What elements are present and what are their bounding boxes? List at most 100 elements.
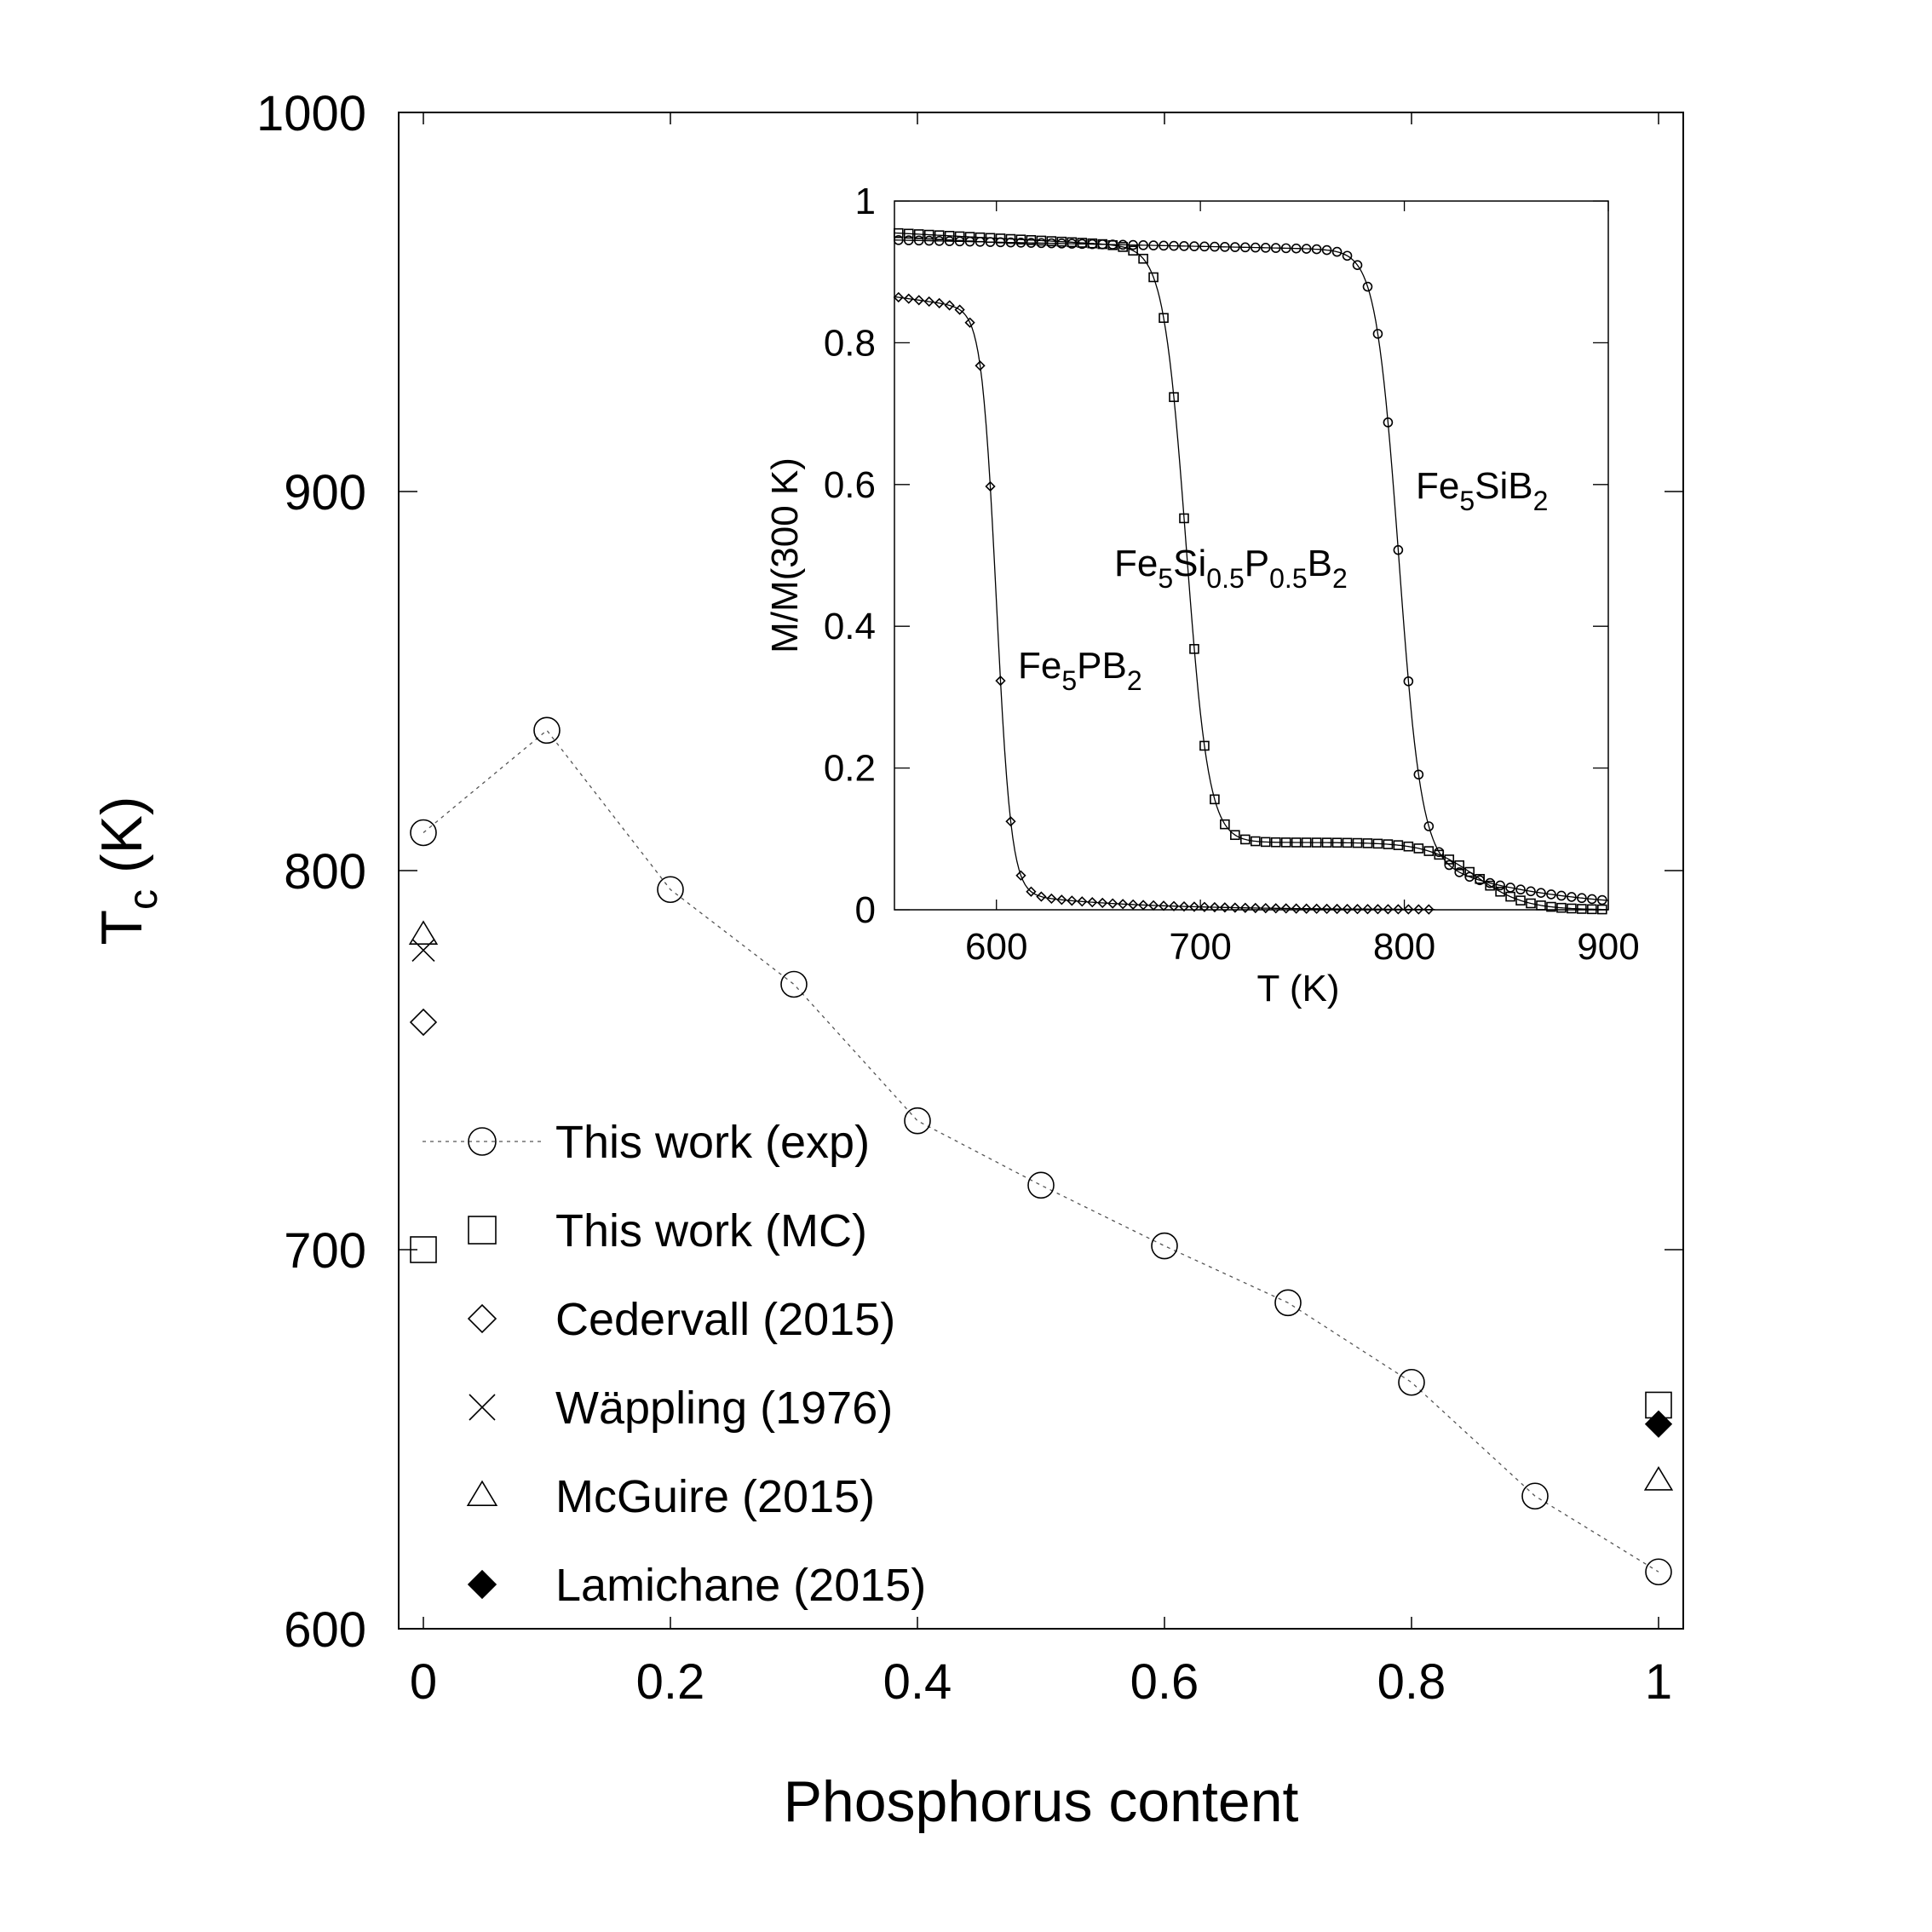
main-x-tick-label: 0.8 (1377, 1654, 1446, 1710)
inset-series (893, 227, 1609, 915)
inset-data-point (944, 231, 955, 241)
inset-data-point (1311, 244, 1322, 255)
main-x-tick-label: 0.2 (636, 1654, 705, 1710)
legend-item-lamichane-2015: Lamichane (2015) (467, 1560, 926, 1611)
inset-data-point (1342, 837, 1353, 848)
main-y-tick-label: 700 (284, 1223, 366, 1279)
inset-data-point (1097, 897, 1108, 909)
inset-data-point (913, 229, 924, 239)
inset-data-point (1393, 544, 1404, 555)
inset-data-point (893, 291, 904, 303)
data-point (410, 1236, 437, 1263)
inset-data-point (1464, 871, 1475, 883)
inset-data-point (1311, 837, 1322, 848)
data-point (1151, 1232, 1178, 1260)
inset-data-point (1352, 260, 1363, 270)
inset-data-point (903, 235, 914, 245)
inset-x-tick-label: 900 (1577, 926, 1639, 968)
inset-data-point (1577, 893, 1587, 904)
inset-data-point (1454, 867, 1465, 877)
legend-label: Lamichane (2015) (555, 1560, 926, 1611)
inset-data-point (985, 480, 996, 492)
legend-item-cedervall-2015: Cedervall (2015) (467, 1294, 895, 1345)
inset-data-point (1526, 898, 1536, 909)
legend-item-mcguire-2015: McGuire (2015) (466, 1471, 875, 1522)
inset-data-point (1015, 870, 1026, 881)
inset-y-axis-label: M/M(300 K) (764, 457, 806, 653)
inset-data-point (1250, 242, 1261, 253)
inset-data-point (1372, 904, 1383, 915)
inset-data-point (1168, 900, 1180, 911)
data-point (411, 938, 435, 963)
inset-curve (894, 296, 1435, 911)
inset-data-point (1464, 866, 1475, 877)
inset-data-point (1321, 903, 1332, 915)
inset-y-tick-label: 1 (855, 181, 876, 222)
inset-data-point (975, 237, 986, 247)
inset-data-point (1005, 237, 1016, 248)
inset-data-point (1597, 894, 1607, 906)
data-point (410, 819, 437, 847)
legend-item-w-ppling-1976: Wäppling (1976) (469, 1383, 893, 1434)
main-y-tick-label: 900 (284, 465, 366, 520)
series-lamichane-2015 (1644, 1410, 1673, 1438)
inset-data-point (1179, 513, 1189, 524)
inset-data-point (934, 297, 945, 309)
inset-data-point (1179, 241, 1189, 251)
inset-data-point (1342, 250, 1353, 262)
inset-series-fe5pb2 (893, 291, 1435, 915)
inset-data-point (1077, 896, 1088, 907)
legend-label: McGuire (2015) (555, 1471, 875, 1522)
data-point (1521, 1482, 1549, 1510)
legend-label: Wäppling (1976) (555, 1383, 893, 1434)
inset-data-point (1128, 899, 1139, 910)
series-cedervall-2015 (409, 1008, 438, 1037)
inset-data-point (1311, 903, 1322, 914)
data-point (780, 970, 808, 998)
legend-marker (466, 1480, 498, 1506)
main-x-tick-label: 1 (1645, 1654, 1672, 1710)
inset-data-point (1220, 242, 1230, 252)
inset-data-point (1372, 329, 1383, 339)
inset-annotations: Fe5PB2 Fe5Si0.5P0.5B2 Fe5SiB2 (1018, 465, 1548, 696)
data-point (1643, 1466, 1674, 1491)
inset-data-point (1210, 241, 1220, 252)
inset-y-tick-label: 0.4 (824, 606, 876, 647)
inset-data-point (1005, 816, 1016, 827)
inset-data-point (1362, 281, 1373, 292)
inset-data-point (1260, 837, 1271, 848)
inset-data-point (1230, 830, 1240, 841)
inset-data-point (1454, 860, 1465, 871)
inset-data-point (1413, 904, 1424, 915)
inset-data-point (1056, 894, 1067, 906)
inset-data-point (1546, 901, 1556, 912)
inset-data-point (1107, 239, 1118, 250)
data-point (1644, 1410, 1673, 1438)
legend-item-this-work-mc: This work (MC) (468, 1205, 867, 1256)
inset-data-point (1199, 901, 1210, 912)
inset-data-point (1475, 875, 1485, 886)
data-point (1398, 1368, 1425, 1396)
legend-marker (469, 1394, 496, 1421)
inset-data-point (1383, 417, 1394, 428)
inset-data-point (1352, 904, 1363, 915)
inset-x-tick-label: 800 (1373, 926, 1435, 968)
inset-data-point (1077, 239, 1088, 250)
inset-data-point (913, 295, 924, 306)
inset-data-point (1301, 903, 1312, 914)
legend-label: This work (MC) (555, 1205, 867, 1256)
inset-data-point (1331, 246, 1343, 257)
inset-data-point (1270, 243, 1281, 253)
data-point (533, 716, 561, 745)
inset-series-fe5sib2 (893, 235, 1609, 906)
legend-label: Cedervall (2015) (555, 1294, 895, 1345)
inset-data-point (1577, 904, 1587, 914)
inset-data-point (1199, 740, 1210, 751)
inset-data-point (1413, 843, 1424, 854)
data-point (1274, 1289, 1302, 1317)
inset-data-point (1536, 888, 1546, 898)
inset-data-point (1240, 242, 1251, 253)
inset-data-point (1352, 837, 1363, 848)
inset-data-point (1362, 838, 1373, 848)
